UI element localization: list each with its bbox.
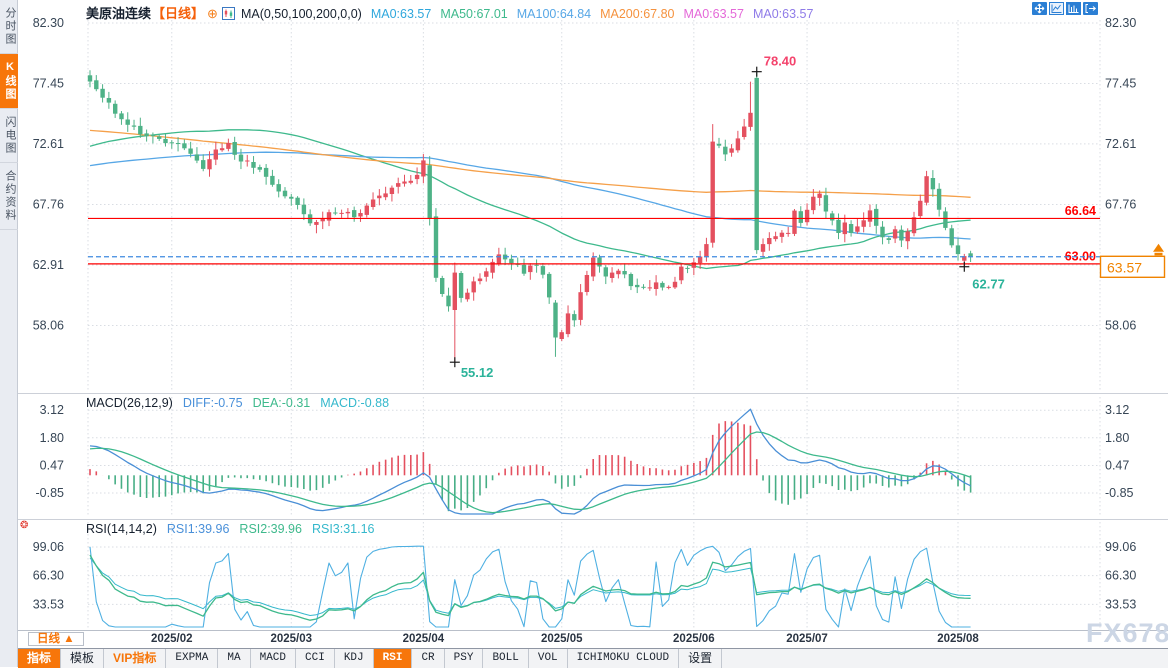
macd-name: MACD(26,12,9) [86,396,173,410]
tab-ichimoku-cloud[interactable]: ICHIMOKU CLOUD [568,649,680,668]
svg-text:67.76: 67.76 [33,197,64,211]
ma-values-2: MA100:64.84 [516,7,592,21]
ma-values-1: MA50:67.01 [440,7,508,21]
svg-text:77.45: 77.45 [1105,77,1136,91]
svg-text:3.12: 3.12 [40,403,64,417]
tab-cr[interactable]: CR [412,649,445,668]
svg-text:82.30: 82.30 [33,16,64,30]
svg-text:66.30: 66.30 [33,569,64,583]
svg-text:82.30: 82.30 [1105,16,1136,30]
tab-cci[interactable]: CCI [296,649,335,668]
svg-text:1.80: 1.80 [1105,431,1129,445]
svg-text:99.06: 99.06 [33,540,64,554]
svg-text:66.30: 66.30 [1105,569,1136,583]
ma-values-0: MA0:63.57 [370,7,432,21]
svg-text:62.77: 62.77 [972,277,1005,292]
svg-text:-0.85: -0.85 [36,486,65,500]
tab-macd[interactable]: MACD [251,649,296,668]
period-selector-button[interactable]: 日线 ▲ [28,632,84,646]
sidebar-item-time-chart[interactable]: 分时图 [0,0,18,54]
ma-values-5: MA0:63.57 [752,7,814,21]
rsi-values-2: RSI3:31.16 [311,522,375,536]
axis-bar-chart-icon[interactable] [1066,2,1081,15]
sidebar-item-contract-info[interactable]: 合约资料 [0,163,18,230]
sidebar-item-kline-chart[interactable]: K线图 [0,54,18,109]
tab-ma[interactable]: MA [218,649,251,668]
sidebar: 分时图 K线图 闪电图 合约资料 [0,0,18,667]
svg-text:62.91: 62.91 [33,258,64,272]
svg-text:63.57: 63.57 [1107,259,1142,275]
collapse-panel-icon[interactable] [1083,2,1098,15]
tab-vol[interactable]: VOL [529,649,568,668]
xaxis-month-2025-08: 2025/08 [937,633,979,645]
svg-text:33.53: 33.53 [1105,597,1136,611]
rsi-values-0: RSI1:39.96 [166,522,230,536]
xaxis-month-2025-04: 2025/04 [402,633,445,645]
ma-formula: MA(0,50,100,200,0,0) [240,7,362,21]
svg-text:0.47: 0.47 [1105,458,1129,472]
svg-text:55.12: 55.12 [461,365,494,380]
svg-text:3.12: 3.12 [1105,403,1129,417]
svg-text:58.06: 58.06 [1105,319,1136,333]
tab-指标[interactable]: 指标 [18,649,62,668]
toolbar-icons [1032,2,1098,15]
ma-values-4: MA0:63.57 [683,7,744,21]
svg-text:66.64: 66.64 [1065,204,1096,218]
xaxis-month-2025-03: 2025/03 [270,633,313,645]
xaxis-month-2025-05: 2025/05 [540,633,583,645]
macd-values: DIFF:-0.75 DEA:-0.31 MACD:-0.88 [173,396,389,410]
candle-style-icon[interactable] [221,7,235,23]
rsi-name: RSI(14,14,2) [86,522,157,536]
svg-text:72.61: 72.61 [33,137,64,151]
xaxis-month-2025-02: 2025/02 [150,633,193,645]
macd-header: MACD(26,12,9) DIFF:-0.75 DEA:-0.31 MACD:-0.… [86,396,389,410]
macd-values-2: MACD:-0.88 [320,396,390,410]
chart-header: 美原油连续【日线】 ⊕ MA(0,50,100,200,0,0) MA0:63.57 M… [86,3,813,23]
tab-设置[interactable]: 设置 [679,649,723,668]
svg-text:72.61: 72.61 [1105,137,1136,151]
svg-text:58.06: 58.06 [33,319,64,333]
svg-text:78.40: 78.40 [764,54,797,69]
axis-line-chart-icon[interactable] [1049,2,1064,15]
rsi-values: RSI1:39.96 RSI2:39.96 RSI3:31.16 [157,522,375,536]
ma-values-3: MA200:67.80 [600,7,675,21]
tab-kdj[interactable]: KDJ [335,649,374,668]
ma-values: MA0:63.57 MA50:67.01 MA100:64.84 MA200:67.8… [362,7,814,21]
tab-boll[interactable]: BOLL [483,649,529,668]
tab-vip指标[interactable]: VIP指标 [104,649,167,668]
add-indicator-icon[interactable]: ⊕ [207,6,218,21]
svg-text:77.45: 77.45 [33,77,64,91]
instrument-title: 美原油连续 [86,6,152,21]
macd-values-0: DIFF:-0.75 [182,396,243,410]
svg-text:1.80: 1.80 [40,431,64,445]
tab-rsi[interactable]: RSI [373,649,413,668]
sidebar-item-flash-chart[interactable]: 闪电图 [0,109,18,163]
move-tool-icon[interactable] [1032,2,1047,15]
svg-text:-0.85: -0.85 [1105,486,1134,500]
period-tag[interactable]: 【日线】 [152,6,205,21]
tab-psy[interactable]: PSY [445,649,484,668]
rsi-header: RSI(14,14,2) RSI1:39.96 RSI2:39.96 RSI3:31.… [86,522,375,536]
svg-text:33.53: 33.53 [33,597,64,611]
svg-text:99.06: 99.06 [1105,540,1136,554]
indicator-tabbar: 指标 模板 VIP指标 EXPMA MA MACD CCI KDJ RSI CR PSY BOLL VO… [18,648,1168,668]
xaxis-row: 日线 ▲ 2025/02 2025/03 2025/04 2025/05 2025/06… [18,630,1168,648]
xaxis-month-2025-06: 2025/06 [673,633,715,645]
tab-模板[interactable]: 模板 [61,649,105,668]
tab-expma[interactable]: EXPMA [166,649,219,668]
xaxis-month-2025-07: 2025/07 [786,633,828,645]
chart-canvas[interactable]: 66.6463.0063.5778.4055.1262.7782.3077.45… [18,0,1168,630]
rsi-values-1: RSI2:39.96 [239,522,302,536]
svg-text:0.47: 0.47 [40,458,64,472]
indicator-settings-icon[interactable]: ❂ [20,520,29,531]
watermark: FX678 [1086,618,1168,648]
svg-text:67.76: 67.76 [1105,197,1136,211]
macd-values-1: DEA:-0.31 [252,396,311,410]
